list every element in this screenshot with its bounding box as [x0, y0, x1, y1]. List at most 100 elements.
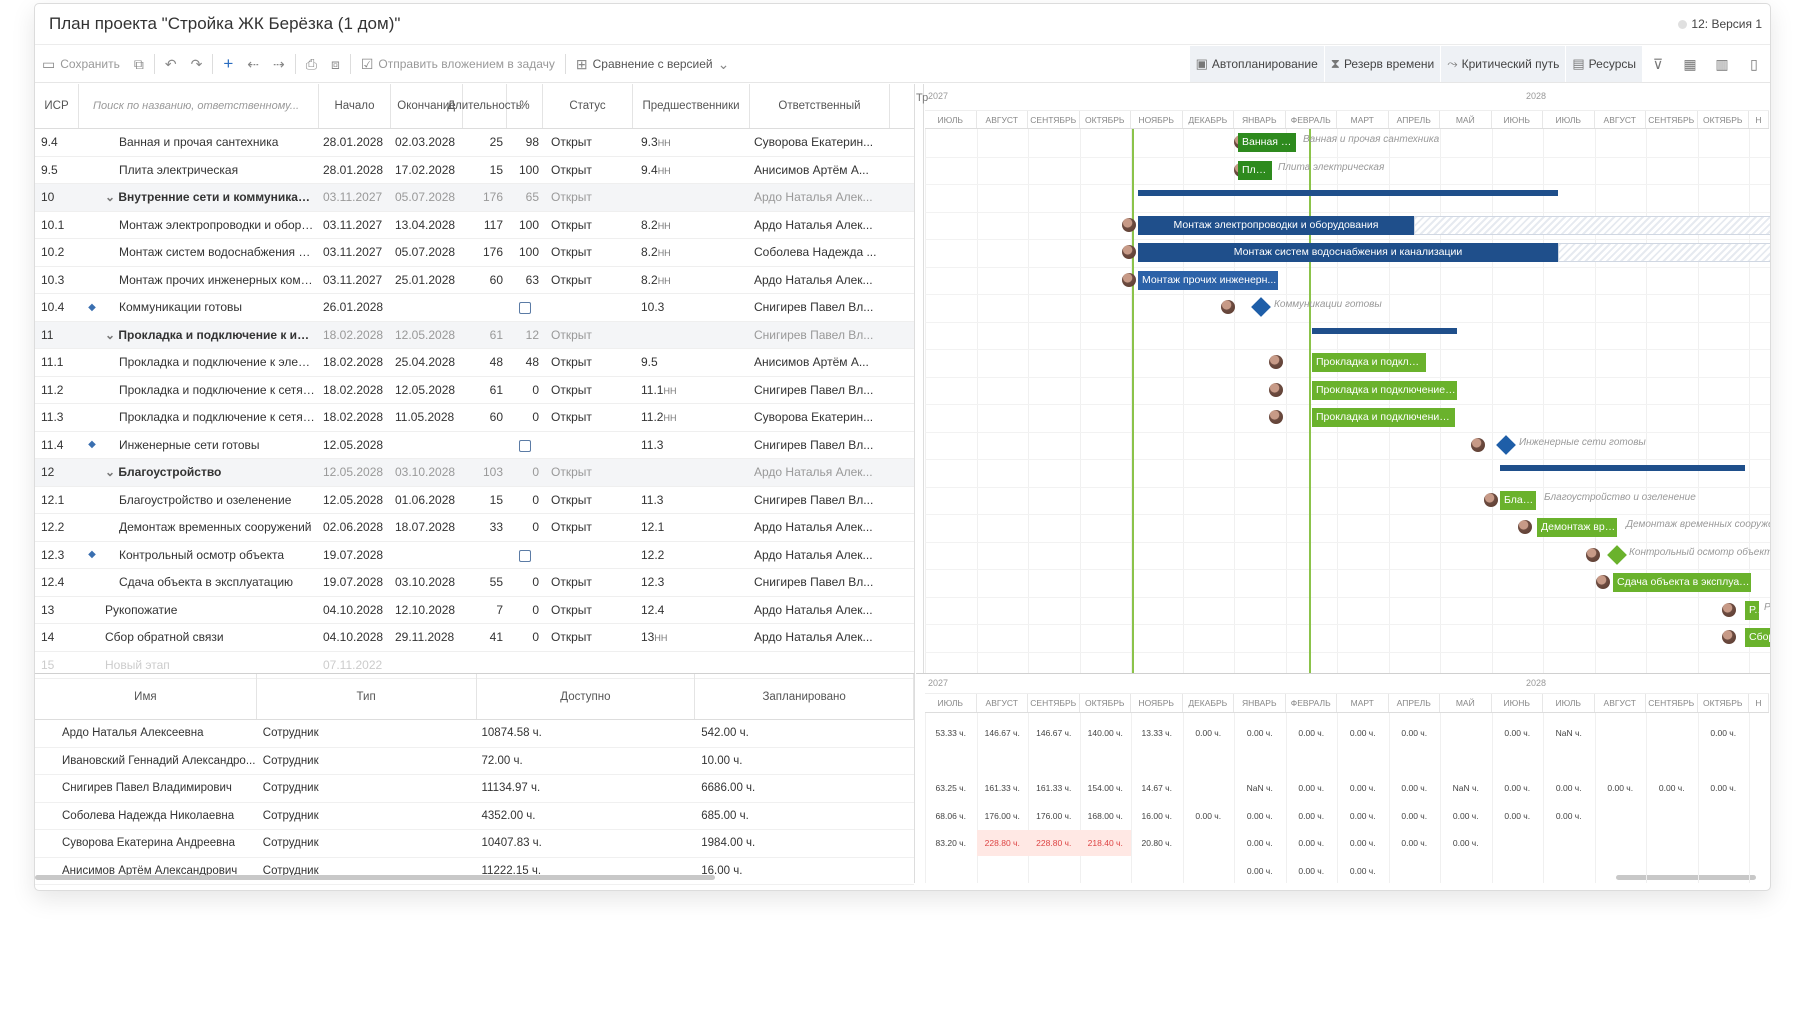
duration-cell[interactable]: 15: [489, 162, 503, 177]
percent-cell[interactable]: 0: [532, 492, 539, 507]
avatar[interactable]: [1122, 217, 1136, 232]
avatar[interactable]: [1221, 300, 1235, 314]
start-cell[interactable]: 12.05.2028: [323, 465, 384, 480]
predecessors-cell[interactable]: 9.5: [633, 355, 750, 369]
redo-button[interactable]: ↷: [184, 46, 210, 82]
resource-row[interactable]: Суворова Екатерина Андреевна Сотрудник 104…: [35, 830, 914, 858]
table-row[interactable]: 10.3 Монтаж прочих инженерных комму... 03.…: [35, 267, 914, 294]
owner-cell[interactable]: Ардо Наталья Алек...: [754, 465, 873, 480]
predecessors-cell[interactable]: 8.2НН: [633, 273, 750, 287]
predecessors-cell[interactable]: 12.4: [633, 603, 750, 617]
task-name[interactable]: Рукопожатие: [105, 602, 178, 617]
avatar[interactable]: [1596, 575, 1610, 589]
duration-cell[interactable]: 33: [489, 520, 503, 535]
duration-cell[interactable]: 60: [489, 410, 503, 425]
task-name[interactable]: Прокладка и подключение к сетям в...: [119, 382, 319, 397]
task-bar[interactable]: Ванная и п...: [1238, 133, 1296, 152]
resource-row[interactable]: Снигирев Павел Владимирович Сотрудник 1113…: [35, 775, 914, 803]
predecessors-cell[interactable]: 11.1НН: [633, 383, 750, 397]
start-cell[interactable]: 07.11.2022: [323, 657, 383, 672]
duration-cell[interactable]: 55: [489, 575, 503, 590]
start-cell[interactable]: 18.02.2028: [323, 327, 384, 342]
duration-cell[interactable]: 25: [489, 135, 503, 150]
table-row[interactable]: 11.4 ◆ Инженерные сети готовы 12.05.2028 11.…: [35, 432, 914, 459]
task-name[interactable]: Ванная и прочая сантехника: [119, 135, 279, 150]
send-attachment-button[interactable]: ☑ Отправить вложением в задачу: [354, 46, 562, 82]
milestone-diamond[interactable]: [1496, 434, 1516, 455]
chevron-down-icon[interactable]: ⌄: [105, 465, 119, 480]
percent-cell[interactable]: 100: [518, 162, 539, 177]
duration-cell[interactable]: 61: [489, 327, 503, 342]
start-cell[interactable]: 28.01.2028: [323, 135, 384, 150]
status-cell[interactable]: Открыт: [551, 190, 592, 205]
task-name[interactable]: ⌄ Внутренние сети и коммуникации: [105, 190, 319, 204]
predecessors-cell[interactable]: 12.2: [633, 548, 750, 562]
col-res-avail[interactable]: Доступно: [477, 674, 696, 719]
task-bar[interactable]: Сдача объекта в эксплуат...: [1613, 573, 1751, 592]
resource-row[interactable]: Ардо Наталья Алексеевна Сотрудник 10874.58…: [35, 720, 914, 748]
col-end[interactable]: Окончание: [391, 84, 463, 128]
col-start[interactable]: Начало: [319, 84, 391, 128]
task-name[interactable]: Прокладка и подключение к электри...: [119, 355, 319, 370]
table-row[interactable]: 13 Рукопожатие 04.10.2028 12.10.2028 7 0 Откры…: [35, 597, 914, 624]
avatar[interactable]: [1269, 382, 1283, 397]
start-cell[interactable]: 18.02.2028: [323, 410, 384, 425]
percent-cell[interactable]: [507, 438, 543, 452]
start-cell[interactable]: 02.06.2028: [323, 520, 384, 535]
avatar[interactable]: [1122, 272, 1136, 287]
duration-cell[interactable]: 176: [482, 245, 503, 260]
settings-button[interactable]: ▯: [1738, 46, 1770, 82]
compare-version-dropdown[interactable]: ⊞ Сравнение с версией ⌄: [569, 46, 737, 82]
start-cell[interactable]: 19.07.2028: [323, 547, 384, 562]
start-cell[interactable]: 28.01.2028: [323, 162, 384, 177]
predecessors-cell[interactable]: 12.3: [633, 575, 750, 589]
owner-cell[interactable]: Ардо Наталья Алек...: [754, 630, 873, 645]
indent-button[interactable]: ⇢: [266, 46, 292, 82]
owner-cell[interactable]: Ардо Наталья Алек...: [754, 217, 873, 232]
start-cell[interactable]: 12.05.2028: [323, 492, 384, 507]
percent-cell[interactable]: 0: [532, 575, 539, 590]
horizontal-scrollbar[interactable]: [1616, 875, 1756, 880]
task-name[interactable]: Коммуникации готовы: [119, 300, 242, 315]
table-row[interactable]: 11 ⌄ Прокладка и подключение к инжене... 1…: [35, 321, 914, 349]
table-row[interactable]: 11.2 Прокладка и подключение к сетям в...…: [35, 377, 914, 404]
avatar[interactable]: [1722, 602, 1736, 617]
table-row[interactable]: 11.1 Прокладка и подключение к электри...…: [35, 349, 914, 377]
table-row[interactable]: 12 ⌄ Благоустройство 12.05.2028 03.10.2028 1…: [35, 459, 914, 487]
end-cell[interactable]: 11.05.2028: [395, 410, 455, 425]
table-row[interactable]: 10.2 Монтаж систем водоснабжения и ка... 0…: [35, 239, 914, 267]
owner-cell[interactable]: Суворова Екатерин...: [754, 135, 874, 150]
col-owner[interactable]: Ответственный: [750, 84, 890, 128]
version-selector[interactable]: 12: Версия 1: [1678, 17, 1762, 31]
avatar[interactable]: [1722, 630, 1736, 644]
task-name[interactable]: ⌄ Прокладка и подключение к инжене...: [105, 328, 319, 342]
end-cell[interactable]: 12.05.2028: [395, 382, 456, 397]
percent-cell[interactable]: 0: [532, 465, 539, 480]
percent-cell[interactable]: 0: [532, 410, 539, 425]
owner-cell[interactable]: Снигирев Павел Вл...: [754, 300, 874, 315]
duration-cell[interactable]: 48: [489, 355, 503, 370]
start-cell[interactable]: 03.11.2027: [323, 272, 383, 287]
critical-path-toggle[interactable]: ⤳ Критический путь: [1440, 46, 1566, 82]
status-cell[interactable]: Открыт: [551, 575, 592, 590]
new-task-row[interactable]: 15 Новый этап 07.11.2022: [35, 652, 914, 679]
avatar[interactable]: [1122, 245, 1136, 259]
status-cell[interactable]: Открыт: [551, 272, 592, 287]
resource-row[interactable]: Ивановский Геннадий Александро... Сотрудн…: [35, 748, 914, 775]
resources-toggle[interactable]: ▤ Ресурсы: [1565, 46, 1642, 82]
task-name[interactable]: Прокладка и подключение к сетям о...: [119, 410, 319, 425]
duration-cell[interactable]: 61: [489, 382, 503, 397]
percent-cell[interactable]: 0: [532, 382, 539, 397]
task-name[interactable]: Плита электрическая: [119, 162, 239, 177]
owner-cell[interactable]: Суворова Екатерин...: [754, 410, 874, 425]
avatar[interactable]: [1586, 547, 1600, 562]
predecessors-cell[interactable]: 9.3НН: [633, 135, 750, 149]
status-cell[interactable]: Открыт: [551, 217, 592, 232]
autoplan-toggle[interactable]: ▣ Автопланирование: [1188, 46, 1324, 82]
owner-cell[interactable]: Ардо Наталья Алек...: [754, 547, 873, 562]
start-cell[interactable]: 18.02.2028: [323, 355, 384, 370]
predecessors-cell[interactable]: 10.3: [633, 300, 750, 314]
duration-cell[interactable]: 117: [483, 217, 503, 232]
predecessors-cell[interactable]: 12.1: [633, 520, 750, 534]
task-bar[interactable]: Демонтаж вре...: [1537, 518, 1617, 537]
